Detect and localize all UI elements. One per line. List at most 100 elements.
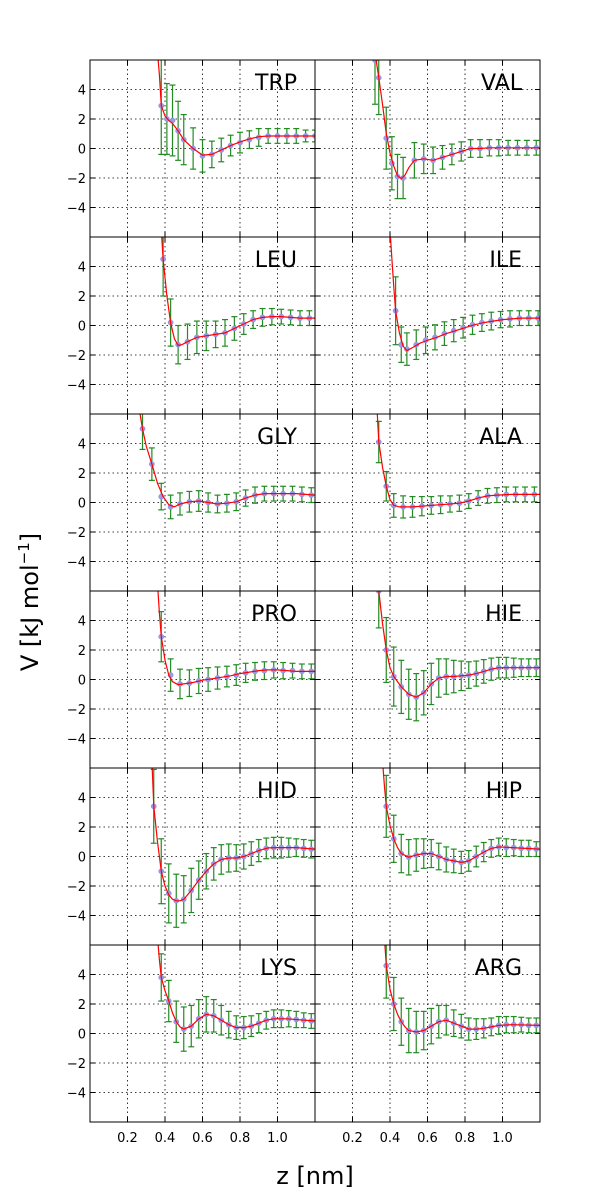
tick-marks (315, 945, 540, 1122)
y-tick-label: 0 (78, 320, 86, 335)
data-layer (139, 414, 315, 520)
y-tick-label: −2 (67, 172, 86, 187)
y-tick-label: 0 (78, 851, 86, 866)
data-layer (160, 237, 315, 365)
panel-label: VAL (481, 71, 523, 96)
x-tick-label: 0.6 (417, 1131, 438, 1146)
y-tick-label: 2 (78, 644, 86, 659)
x-axis-title: z [nm] (276, 1162, 354, 1190)
gridlines (315, 414, 540, 591)
gridlines (315, 591, 540, 768)
axes-frame (314, 944, 541, 1123)
panel-label: HIE (485, 602, 522, 627)
gridlines (315, 60, 540, 237)
panel-label: GLY (257, 425, 297, 450)
tick-marks (90, 60, 315, 237)
tick-marks (90, 414, 315, 591)
y-tick-label: 2 (78, 290, 86, 305)
y-axis-title-bracket: ] (16, 533, 44, 542)
y-axis-title-superscript: −1 (15, 542, 33, 564)
data-layer (375, 591, 540, 722)
tick-marks (90, 768, 315, 945)
x-tick-label: 0.6 (192, 1131, 213, 1146)
panel-label: TRP (254, 71, 297, 96)
y-tick-label: 0 (78, 674, 86, 689)
y-tick-label: −4 (67, 910, 86, 925)
data-layer (382, 768, 540, 876)
y-tick-label: 2 (78, 113, 86, 128)
tick-marks (90, 591, 315, 768)
x-tick-label: 0.4 (155, 1131, 176, 1146)
data-layer (150, 768, 315, 928)
y-tick-label: −2 (67, 1057, 86, 1072)
fit-line (157, 591, 315, 686)
y-tick-label: 4 (78, 438, 86, 453)
panel-label: PRO (251, 602, 297, 627)
data-layer (383, 945, 540, 1054)
tick-marks (315, 60, 540, 237)
y-tick-label: −2 (67, 703, 86, 718)
fit-line (378, 591, 540, 698)
panel-arg: ARG 0.2 0.4 0.6 0.8 1.0 (314, 944, 541, 1146)
tick-marks (315, 591, 540, 768)
fit-line (161, 237, 315, 347)
gridlines (90, 591, 315, 768)
gridlines (315, 237, 540, 414)
gridlines (90, 768, 315, 945)
error-bar (372, 60, 378, 105)
fit-line (157, 945, 315, 1030)
y-tick-label: −4 (67, 556, 86, 571)
error-bar (312, 129, 315, 143)
panel-label: LYS (260, 956, 297, 981)
panel-lys: LYS −4 −2 0 2 4 0.2 0.4 0.6 0.8 1.0 (67, 944, 316, 1146)
fit-line (375, 60, 540, 180)
y-axis-title: V [kJ mol−1] (15, 533, 44, 671)
panel-gly: GLY −4 −2 0 2 4 (67, 413, 316, 592)
y-axis-title-main: V [kJ mol (16, 564, 44, 671)
error-bar (375, 591, 382, 629)
fit-line (389, 237, 540, 352)
fit-line (384, 945, 540, 1033)
x-tick-label: 1.0 (492, 1131, 513, 1146)
x-tick-label: 0.8 (230, 1131, 251, 1146)
y-tick-label: −4 (67, 202, 86, 217)
y-tick-label: 0 (78, 143, 86, 158)
y-tick-label: 2 (78, 998, 86, 1013)
panel-hid: HID −4 −2 0 2 4 (67, 767, 316, 946)
y-tick-label: 2 (78, 821, 86, 836)
fit-line (151, 768, 315, 902)
panel-label: ILE (489, 248, 522, 273)
y-tick-label: 2 (78, 467, 86, 482)
panel-label: ALA (479, 425, 522, 450)
data-layer (157, 945, 315, 1052)
gridlines (315, 945, 540, 1122)
y-tick-label: 0 (78, 497, 86, 512)
panel-grid: TRP −4 −2 0 2 4 VAL LEU −4 −2 0 2 4 ILE GLY −4 −2 0 2 4 ALA P… (67, 59, 541, 1146)
y-tick-label: 4 (78, 792, 86, 807)
y-tick-label: −4 (67, 1087, 86, 1102)
panel-label: HIP (486, 779, 522, 804)
gridlines (90, 945, 315, 1122)
y-tick-label: −2 (67, 526, 86, 541)
fit-line (157, 60, 315, 156)
tick-marks (315, 414, 540, 591)
data-layer (375, 414, 540, 519)
x-tick-label: 0.2 (342, 1131, 363, 1146)
x-tick-label: 0.4 (380, 1131, 401, 1146)
panel-label: HID (257, 779, 297, 804)
data-layer (157, 60, 315, 173)
x-tick-label: 0.2 (117, 1131, 138, 1146)
panel-pro: PRO −4 −2 0 2 4 (67, 590, 316, 769)
y-tick-label: 4 (78, 84, 86, 99)
tick-marks (90, 945, 315, 1122)
x-tick-label: 0.8 (455, 1131, 476, 1146)
fit-line (382, 768, 540, 864)
y-tick-label: 4 (78, 969, 86, 984)
y-tick-label: −4 (67, 733, 86, 748)
panel-label: ARG (475, 956, 522, 981)
y-tick-label: 0 (78, 1028, 86, 1043)
data-layer (372, 60, 540, 200)
panel-ala: ALA (314, 413, 541, 592)
panel-hip: HIP (314, 767, 541, 946)
